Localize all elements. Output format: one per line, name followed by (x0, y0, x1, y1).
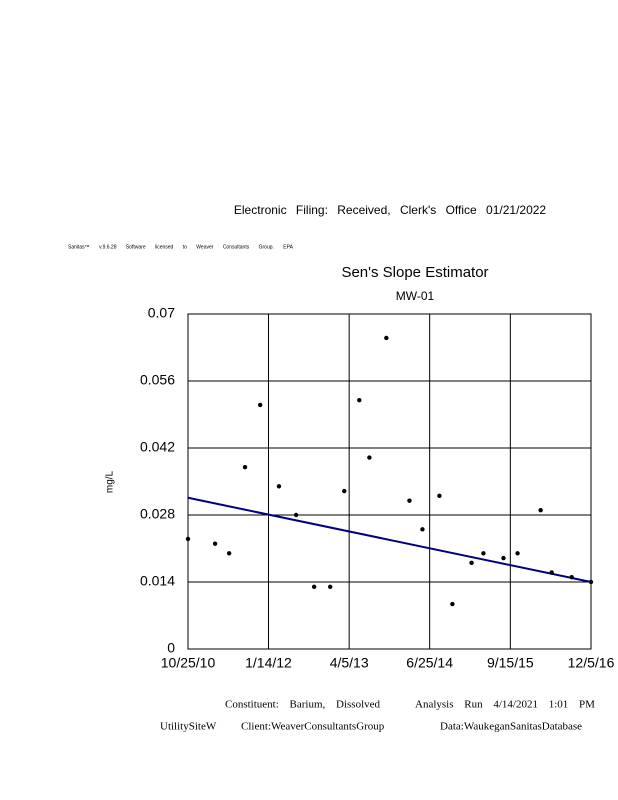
y-tick-label: 0 (167, 640, 175, 656)
y-tick-label: 0.056 (140, 372, 175, 388)
data-point (569, 575, 574, 580)
data-point (588, 579, 594, 585)
data-point (328, 584, 333, 589)
chart-title: Sen's Slope Estimator (341, 264, 488, 281)
data-point (357, 397, 362, 403)
x-tick-label: 10/25/10 (161, 655, 216, 671)
y-tick-label: 0.014 (140, 573, 175, 589)
data-point (226, 551, 232, 556)
data-point (257, 402, 263, 408)
data-point (407, 498, 412, 503)
site: UtilitySiteW (160, 721, 217, 733)
data-point (501, 555, 506, 561)
data-point (185, 536, 191, 542)
trend-line (187, 496, 592, 583)
y-axis-label: mg/L (105, 470, 116, 493)
client: Client:WeaverConsultantsGroup (241, 721, 385, 733)
x-tick-label: 9/15/15 (487, 655, 534, 671)
data-point (450, 601, 455, 607)
data-point (515, 551, 520, 556)
data-point (293, 512, 299, 518)
x-tick-label: 1/14/12 (245, 655, 292, 671)
data-point (311, 584, 317, 589)
data-point (276, 484, 282, 489)
data-point (384, 335, 389, 341)
filing-header: Electronic Filing: Received, Clerk's Off… (234, 203, 547, 217)
y-tick-label: 0.042 (140, 439, 175, 455)
y-tick-label: 0.07 (148, 305, 175, 321)
data-point (437, 493, 442, 499)
data-point (469, 560, 474, 566)
chart-subtitle: MW-01 (396, 289, 435, 303)
y-tick-label: 0.028 (140, 506, 175, 522)
x-tick-label: 4/5/13 (330, 655, 369, 671)
software-note: Sanitas™ v.9.6.28 Software licensed to W… (68, 244, 294, 250)
data-point (420, 527, 425, 532)
data-point (342, 488, 347, 494)
data-point (481, 551, 486, 556)
data-point (367, 455, 372, 460)
x-tick-label: 6/25/14 (406, 655, 453, 671)
data-source: Data:WaukeganSanitasDatabase (440, 721, 582, 733)
data-point (538, 508, 543, 513)
constituent: Constituent: Barium, Dissolved (225, 699, 381, 711)
data-point (242, 464, 248, 470)
analysis-run: Analysis Run 4/14/2021 1:01 PM (415, 699, 595, 711)
plot-frame (187, 313, 592, 650)
x-tick-label: 12/5/16 (568, 655, 615, 671)
data-point (212, 541, 218, 546)
data-point (549, 570, 554, 575)
